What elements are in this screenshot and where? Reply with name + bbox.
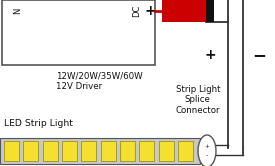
- Bar: [23, 141, 38, 161]
- Text: Strip Light
Splice
Connector: Strip Light Splice Connector: [175, 85, 220, 115]
- Bar: [178, 141, 193, 161]
- Bar: [101, 141, 116, 161]
- Text: DC: DC: [133, 5, 142, 17]
- Bar: [206, 0, 214, 22]
- Ellipse shape: [198, 135, 216, 166]
- Text: 12V Driver: 12V Driver: [56, 82, 102, 91]
- Bar: [43, 141, 58, 161]
- Bar: [4, 141, 19, 161]
- Bar: [120, 141, 135, 161]
- Text: LED Strip Light: LED Strip Light: [4, 119, 73, 128]
- Bar: [162, 0, 206, 22]
- Bar: [159, 141, 174, 161]
- Text: +: +: [144, 4, 156, 18]
- Text: 12W/20W/35W/60W: 12W/20W/35W/60W: [56, 71, 142, 80]
- Text: -: -: [206, 154, 208, 159]
- Bar: [62, 141, 77, 161]
- Bar: [2, 0, 155, 65]
- Bar: [139, 141, 154, 161]
- Text: +: +: [204, 48, 216, 62]
- Text: −: −: [252, 46, 266, 64]
- Text: N: N: [13, 8, 23, 14]
- Bar: [0, 138, 200, 164]
- Bar: [81, 141, 96, 161]
- Text: +: +: [205, 143, 209, 149]
